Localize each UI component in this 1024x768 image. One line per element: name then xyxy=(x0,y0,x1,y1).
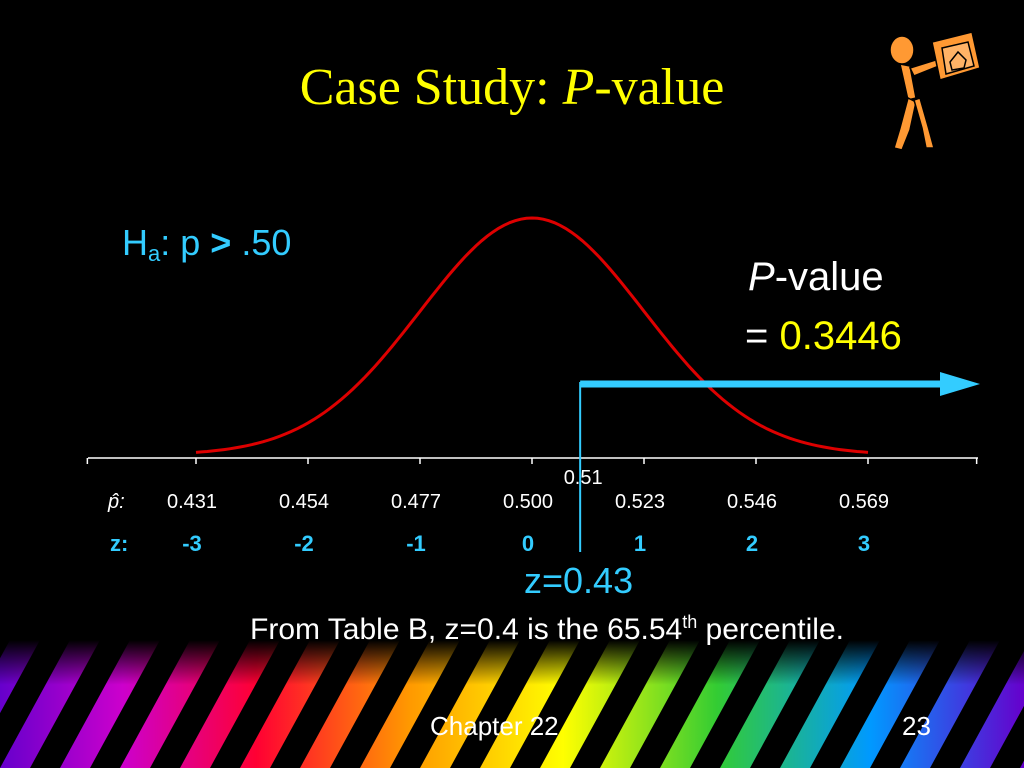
footer-chapter: Chapter 22 xyxy=(430,711,559,741)
pvalue-number: 0.3446 xyxy=(779,314,902,358)
alternative-hypothesis: Ha: p > .50 xyxy=(122,222,291,267)
pvalue-label-rest: -value xyxy=(774,255,884,299)
phat-tick-label: 0.431 xyxy=(167,491,217,513)
ha-h: H xyxy=(122,222,148,263)
title-italic-p: P xyxy=(562,59,595,116)
phat-row-label: p̂: xyxy=(107,491,125,513)
rainbow-stripe xyxy=(60,640,160,768)
ha-param: : p xyxy=(160,222,201,263)
phat-tick-label: 0.500 xyxy=(503,491,553,513)
z-tick-label: 2 xyxy=(746,531,758,556)
rainbow-stripe xyxy=(240,640,340,768)
z-tick-label: 3 xyxy=(858,531,870,556)
rainbow-stripe xyxy=(900,640,1000,768)
note-superscript: th xyxy=(682,612,698,632)
rainbow-stripe xyxy=(540,640,640,768)
person-holding-sign-icon xyxy=(889,31,981,151)
phat-tick-label: 0.454 xyxy=(279,491,329,513)
normal-curve-line xyxy=(195,216,869,454)
axis-ticks xyxy=(86,458,978,464)
rainbow-stripe xyxy=(180,640,280,768)
rainbow-stripe xyxy=(120,640,220,768)
phat-tick-label: 0.546 xyxy=(727,491,777,513)
title-suffix: -value xyxy=(594,59,725,116)
rainbow-stripe xyxy=(720,640,820,768)
z-row-label: z: xyxy=(110,531,128,556)
pvalue-result: = 0.3446 xyxy=(745,314,902,359)
z-tick-label: -2 xyxy=(294,531,314,556)
rainbow-stripe xyxy=(780,640,880,768)
ha-operator: > xyxy=(210,222,232,263)
rainbow-stripe xyxy=(660,640,760,768)
pvalue-label: P-value xyxy=(748,255,884,300)
normal-curve-chart: 0.51 p̂: z: 0.431 0.454 0.477 0.500 0.523 0.5… xyxy=(86,216,980,556)
z-tick-labels: -3 -2 -1 0 1 2 3 xyxy=(182,531,870,556)
z-tick-label: 1 xyxy=(634,531,646,556)
pvalue-label-italic: P xyxy=(748,255,775,299)
phat-tick-label: 0.523 xyxy=(615,491,665,513)
footer-page-number: 23 xyxy=(902,711,931,741)
rainbow-stripe xyxy=(420,640,520,768)
rainbow-stripe xyxy=(300,640,400,768)
z-tick-label: -3 xyxy=(182,531,202,556)
rainbow-stripes-decoration xyxy=(0,640,1024,768)
rainbow-stripe xyxy=(360,640,460,768)
rainbow-stripe xyxy=(960,650,1024,768)
observed-z-score: z=0.43 xyxy=(524,560,634,601)
rainbow-stripe xyxy=(0,640,100,768)
phat-tick-label: 0.477 xyxy=(391,491,441,513)
ha-value: .50 xyxy=(241,222,292,263)
tail-arrowhead xyxy=(940,372,980,396)
title-prefix: Case Study: xyxy=(299,59,563,116)
observed-phat-label: 0.51 xyxy=(564,467,603,489)
phat-tick-label: 0.569 xyxy=(839,491,889,513)
rainbow-stripe xyxy=(840,640,940,768)
z-tick-label: -1 xyxy=(406,531,426,556)
rainbow-stripe xyxy=(480,640,580,768)
note-end: percentile. xyxy=(697,613,844,646)
pvalue-equals: = xyxy=(745,314,780,358)
z-tick-label: 0 xyxy=(522,531,534,556)
rainbow-stripe xyxy=(600,640,700,768)
rainbow-stripe xyxy=(0,640,40,714)
phat-tick-labels: 0.431 0.454 0.477 0.500 0.523 0.546 0.569 xyxy=(167,491,889,513)
ha-subscript: a xyxy=(148,241,161,266)
slide-title: Case Study: P-value xyxy=(0,62,1024,114)
